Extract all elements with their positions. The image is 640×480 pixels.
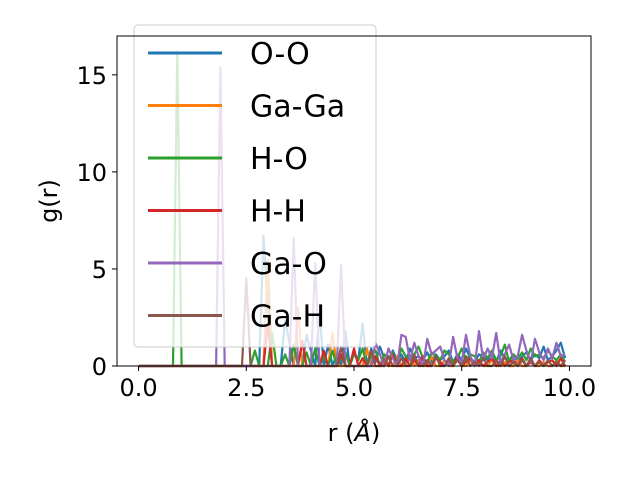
y-tick-label: 10 [76, 159, 107, 187]
legend: O-O Ga-Ga H-O H-H Ga-O Ga-H [133, 24, 377, 348]
y-tick-label: 15 [76, 62, 107, 90]
x-tick-label: 2.5 [227, 374, 265, 402]
x-axis: 0.0 2.5 5.0 7.5 10.0 [119, 366, 596, 402]
x-axis-label-suffix: ) [371, 419, 380, 447]
y-axis: 0 5 10 15 [76, 62, 117, 381]
legend-label-ga-h: Ga-H [250, 300, 325, 335]
legend-label-ga-o: Ga-O [250, 247, 327, 282]
x-tick-label: 0.0 [119, 374, 157, 402]
x-axis-label: r (Å) [328, 418, 381, 447]
x-tick-label: 5.0 [335, 374, 373, 402]
x-tick-label: 10.0 [543, 374, 596, 402]
x-axis-label-prefix: r ( [328, 419, 355, 447]
legend-label-h-o: H-O [250, 142, 308, 177]
legend-label-h-h: H-H [250, 195, 306, 230]
y-axis-label: g(r) [35, 179, 63, 223]
x-axis-label-symbol: Å [353, 418, 371, 447]
legend-label-ga-ga: Ga-Ga [250, 90, 345, 125]
legend-label-o-o: O-O [250, 37, 310, 72]
x-tick-label: 7.5 [443, 374, 481, 402]
y-tick-label: 0 [92, 353, 107, 381]
y-tick-label: 5 [92, 256, 107, 284]
